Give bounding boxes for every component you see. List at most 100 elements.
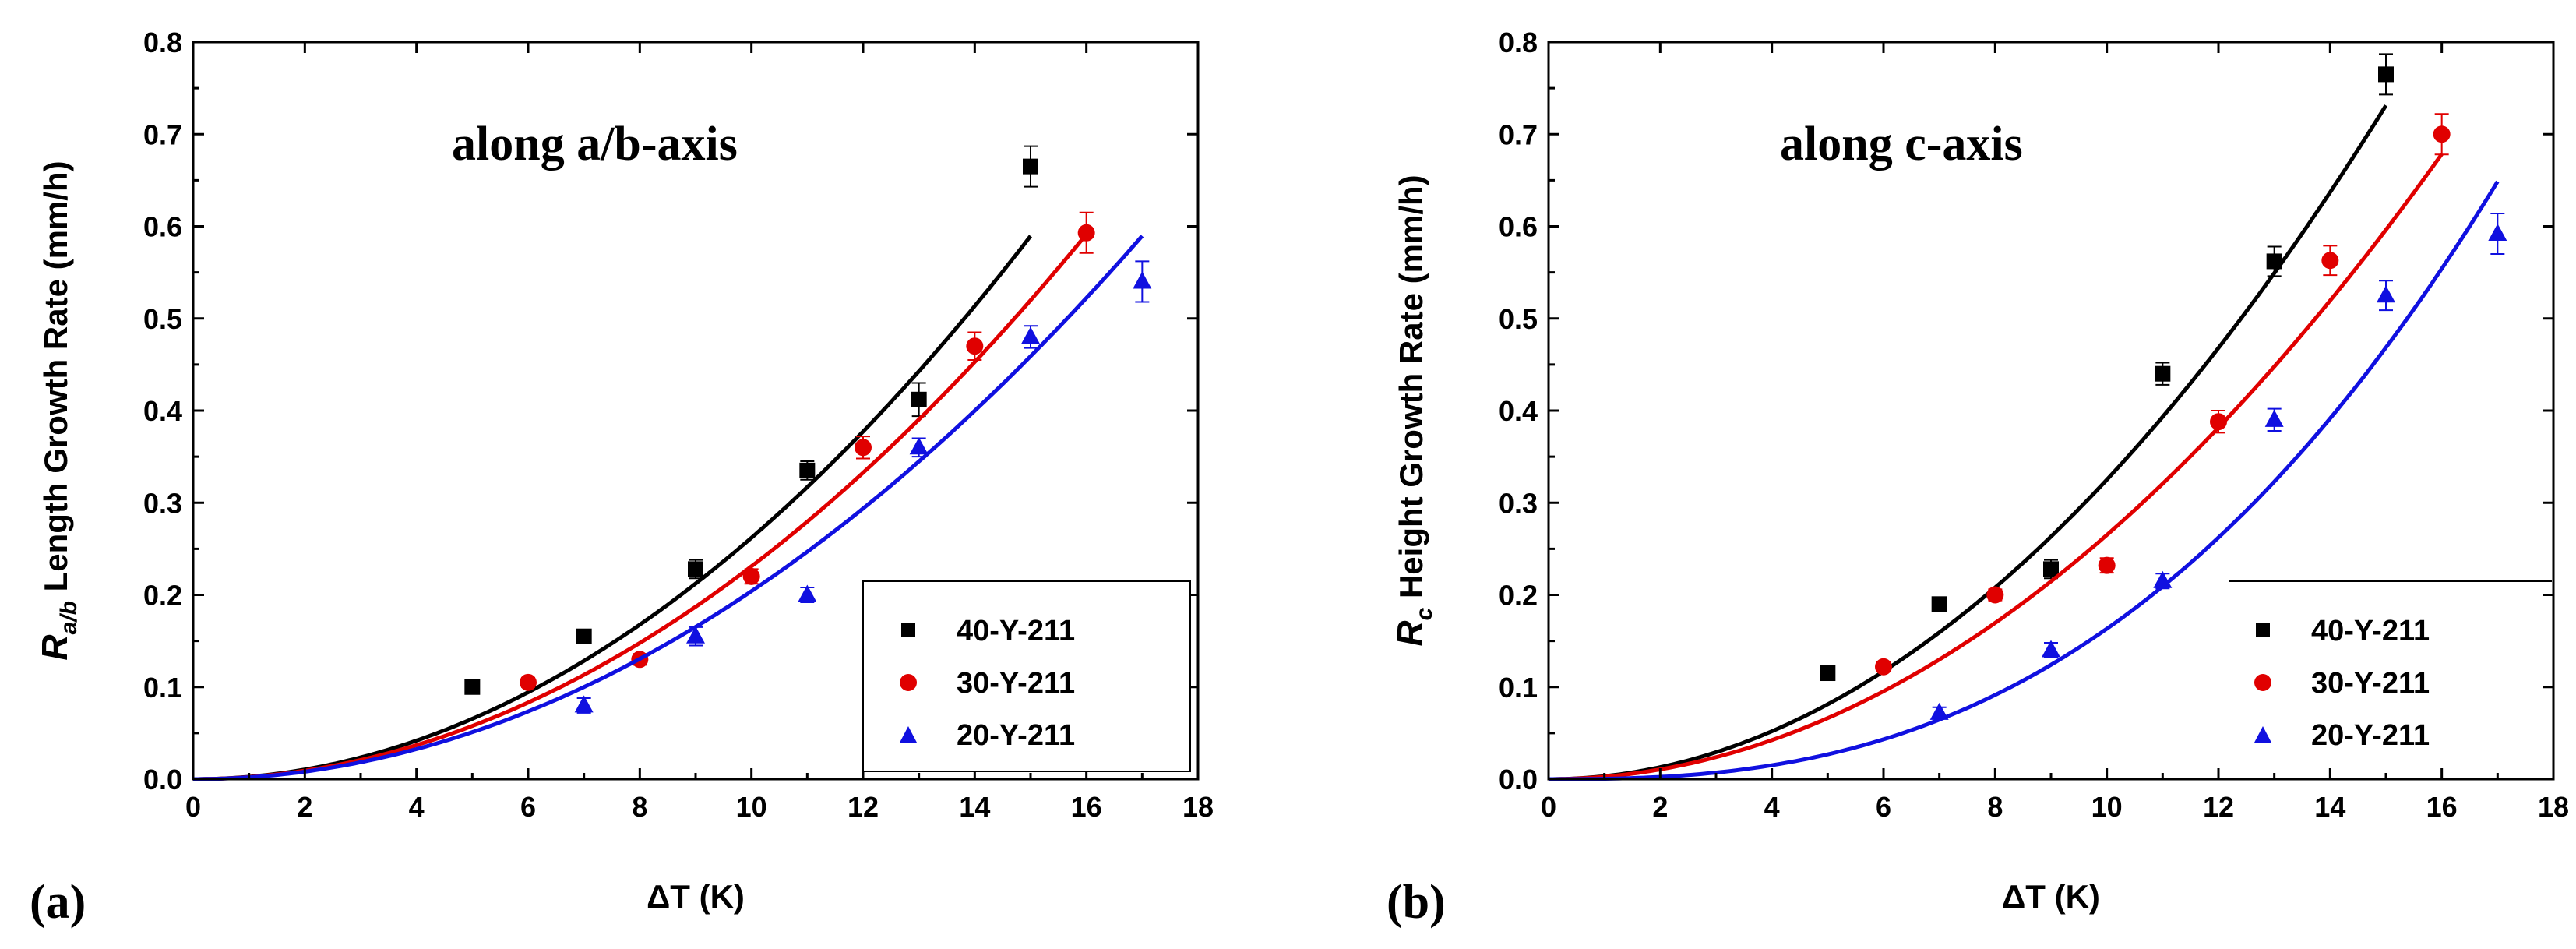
panel-b-y-tick-label: 0.3 [1499,487,1538,519]
panel-b-x-tick-label: 8 [1987,791,2003,823]
panel-b-y-tick-label: 0.2 [1499,580,1538,612]
panel-a-ticks: 0 2 4 6 8 10 12 14 16 18 0.0 0.1 0.2 0.3 0.4 0.5 0.6 0.7 0… [143,26,1214,823]
data-point-20-Y-211 [2488,223,2507,241]
panel-a-y-tick-label: 0.0 [143,764,182,796]
panel-b-legend: 40-Y-211 30-Y-211 20-Y-211 [2229,580,2552,752]
data-point-30-Y-211 [2210,413,2227,431]
data-point-20-Y-211 [909,437,929,455]
panel-b-y-tick-label: 0.5 [1499,303,1538,335]
legend-marker-triangle [900,726,917,743]
panel-a-y-tick-label: 0.8 [143,26,182,58]
data-point-30-Y-211 [855,439,872,457]
panel-a-x-tick-label: 0 [185,791,201,823]
legend-entry-20-Y-211: 20-Y-211 [2254,719,2430,752]
legend-entry-40-Y-211: 40-Y-211 [901,615,1075,647]
panel-a-y-subscript: a/b [56,601,82,634]
data-point-40-Y-211 [2378,66,2394,83]
data-point-40-Y-211 [1820,665,1836,682]
legend-marker-square [901,623,915,637]
fit-curve-20-Y-211 [193,235,1144,781]
panel-a-x-axis-title: ΔT (K) [647,878,745,915]
data-point-30-Y-211 [520,673,537,691]
data-point-40-Y-211 [2043,561,2059,577]
data-point-30-Y-211 [742,567,760,585]
panel-b-y-tick-label: 0.4 [1499,395,1538,427]
panel-a-x-tick-label: 2 [297,791,312,823]
data-point-20-Y-211 [686,626,705,644]
panel-b-x-tick-label: 6 [1876,791,1891,823]
panel-b-ticks: 0 2 4 6 8 10 12 14 16 18 0.0 0.1 0.2 0.3 0.4 0.5 0.6 0.7 0… [1499,26,2569,823]
panel-b-annotation: along c-axis [1780,118,2023,171]
panel-b-y-text: Height Growth Rate (mm/h) [1393,175,1429,607]
panel-b-x-tick-label: 2 [1652,791,1668,823]
panel-a-x-tick-label: 4 [409,791,425,823]
fit-curve-40-Y-211 [1549,104,2388,781]
panel-a-x-tick-label: 14 [959,791,990,823]
panel-b-x-tick-label: 10 [2091,791,2123,823]
panel-b-y-tick-label: 0.6 [1499,211,1538,243]
panel-b-y-symbol: R [1390,620,1430,646]
data-point-40-Y-211 [799,462,816,478]
fit-curve-20-Y-211 [1549,180,2500,781]
panel-a-x-tick-label: 6 [520,791,536,823]
panel-a-y-tick-label: 0.4 [143,395,182,427]
data-point-40-Y-211 [1023,158,1038,175]
legend-marker-circle [900,674,917,691]
panel-a-y-tick-label: 0.3 [143,487,182,519]
panel-a-y-symbol: R [34,634,75,660]
data-point-20-Y-211 [2153,570,2173,588]
legend-marker-square [2256,623,2270,637]
panel-a-y-tick-label: 0.6 [143,211,182,243]
data-point-40-Y-211 [464,679,481,695]
panel-b-x-tick-label: 12 [2203,791,2234,823]
panel-b-y-tick-label: 0.1 [1499,672,1538,704]
data-point-30-Y-211 [1875,658,1892,676]
panel-b-y-tick-label: 0.7 [1499,118,1538,150]
legend-entry-20-Y-211: 20-Y-211 [900,719,1075,752]
legend-entry-30-Y-211: 30-Y-211 [900,667,1075,700]
panel-a-y-text: Length Growth Rate (mm/h) [37,161,74,601]
data-point-20-Y-211 [2264,409,2284,427]
data-point-30-Y-211 [2433,125,2451,143]
panel-b: 0 2 4 6 8 10 12 14 16 18 0.0 0.1 0.2 0.3 0.4 0.5 0.6 0.7 0… [1387,26,2569,929]
data-point-30-Y-211 [1986,586,2004,604]
panel-a-legend-frame [862,580,1191,772]
panel-a-x-tick-label: 8 [632,791,647,823]
data-point-20-Y-211 [2377,285,2395,303]
data-point-20-Y-211 [1021,326,1040,344]
panel-a-x-tick-label: 18 [1182,791,1214,823]
panel-a-annotation: along a/b-axis [452,118,738,171]
panel-a-y-axis-title: Ra/b Length Growth Rate (mm/h) [34,161,82,660]
panel-a-x-tick-label: 10 [736,791,767,823]
panel-b-label: (b) [1387,876,1446,929]
legend-label: 30-Y-211 [957,667,1075,700]
legend-label: 40-Y-211 [2311,615,2430,647]
legend-label: 20-Y-211 [2311,719,2430,752]
legend-marker-circle [2254,674,2271,691]
panel-a-y-tick-label: 0.7 [143,118,182,150]
data-point-20-Y-211 [1929,702,1949,720]
panel-b-x-tick-label: 18 [2538,791,2569,823]
panel-b-y-subscript: c [1411,607,1437,620]
panel-a-x-tick-label: 12 [848,791,879,823]
panel-a-y-tick-label: 0.2 [143,580,182,612]
data-point-30-Y-211 [2098,556,2116,574]
data-point-20-Y-211 [2042,640,2060,658]
panel-a: 0 2 4 6 8 10 12 14 16 18 0.0 0.1 0.2 0.3 0.4 0.5 0.6 0.7 0… [30,26,1214,929]
panel-a-series [193,145,1152,781]
panel-b-x-tick-label: 4 [1764,791,1780,823]
data-point-40-Y-211 [2155,365,2171,382]
panel-b-x-tick-label: 16 [2426,791,2458,823]
data-point-40-Y-211 [2266,253,2282,270]
legend-label: 40-Y-211 [957,615,1075,647]
data-point-30-Y-211 [1077,224,1095,242]
legend-label: 20-Y-211 [957,719,1075,752]
panel-b-x-tick-label: 0 [1541,791,1556,823]
data-point-20-Y-211 [1133,271,1152,289]
panel-a-y-tick-label: 0.5 [143,303,182,335]
panel-b-x-axis-title: ΔT (K) [2002,878,2100,915]
panel-a-legend: 40-Y-211 30-Y-211 20-Y-211 [862,580,1191,772]
data-point-40-Y-211 [911,391,927,407]
data-point-40-Y-211 [576,628,592,644]
